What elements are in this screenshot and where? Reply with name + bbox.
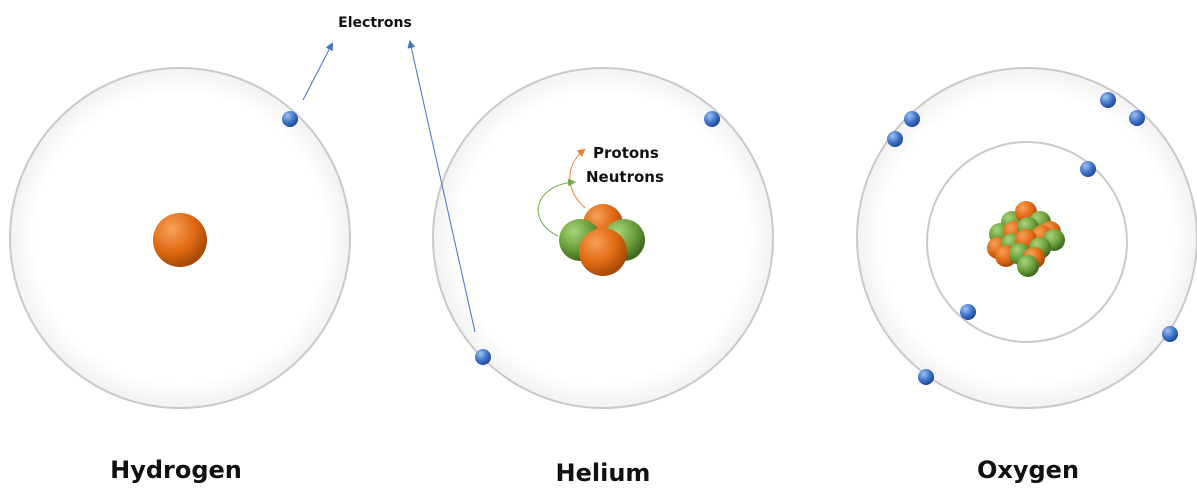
electron [918,369,934,385]
page: Electrons Protons Neutrons Hydrogen Heli… [0,0,1197,488]
atom-name: Oxygen [977,456,1079,484]
electron [1100,92,1116,108]
electron [1129,110,1145,126]
neutrons-label: Neutrons [586,168,664,186]
proton [579,228,627,276]
electron [904,111,920,127]
atom-name: Helium [556,459,651,487]
protons-label: Protons [593,144,659,162]
atom-name: Hydrogen [110,456,242,484]
electron [704,111,720,127]
electron [887,131,903,147]
electron [1162,326,1178,342]
arrow [303,44,332,100]
electron [282,111,298,127]
electrons-label: Electrons [338,15,412,31]
electron [1080,161,1096,177]
electron [960,304,976,320]
proton [153,213,207,267]
diagram: Electrons Protons Neutrons Hydrogen Heli… [0,0,1197,488]
neutron [1017,255,1039,277]
electron [475,349,491,365]
